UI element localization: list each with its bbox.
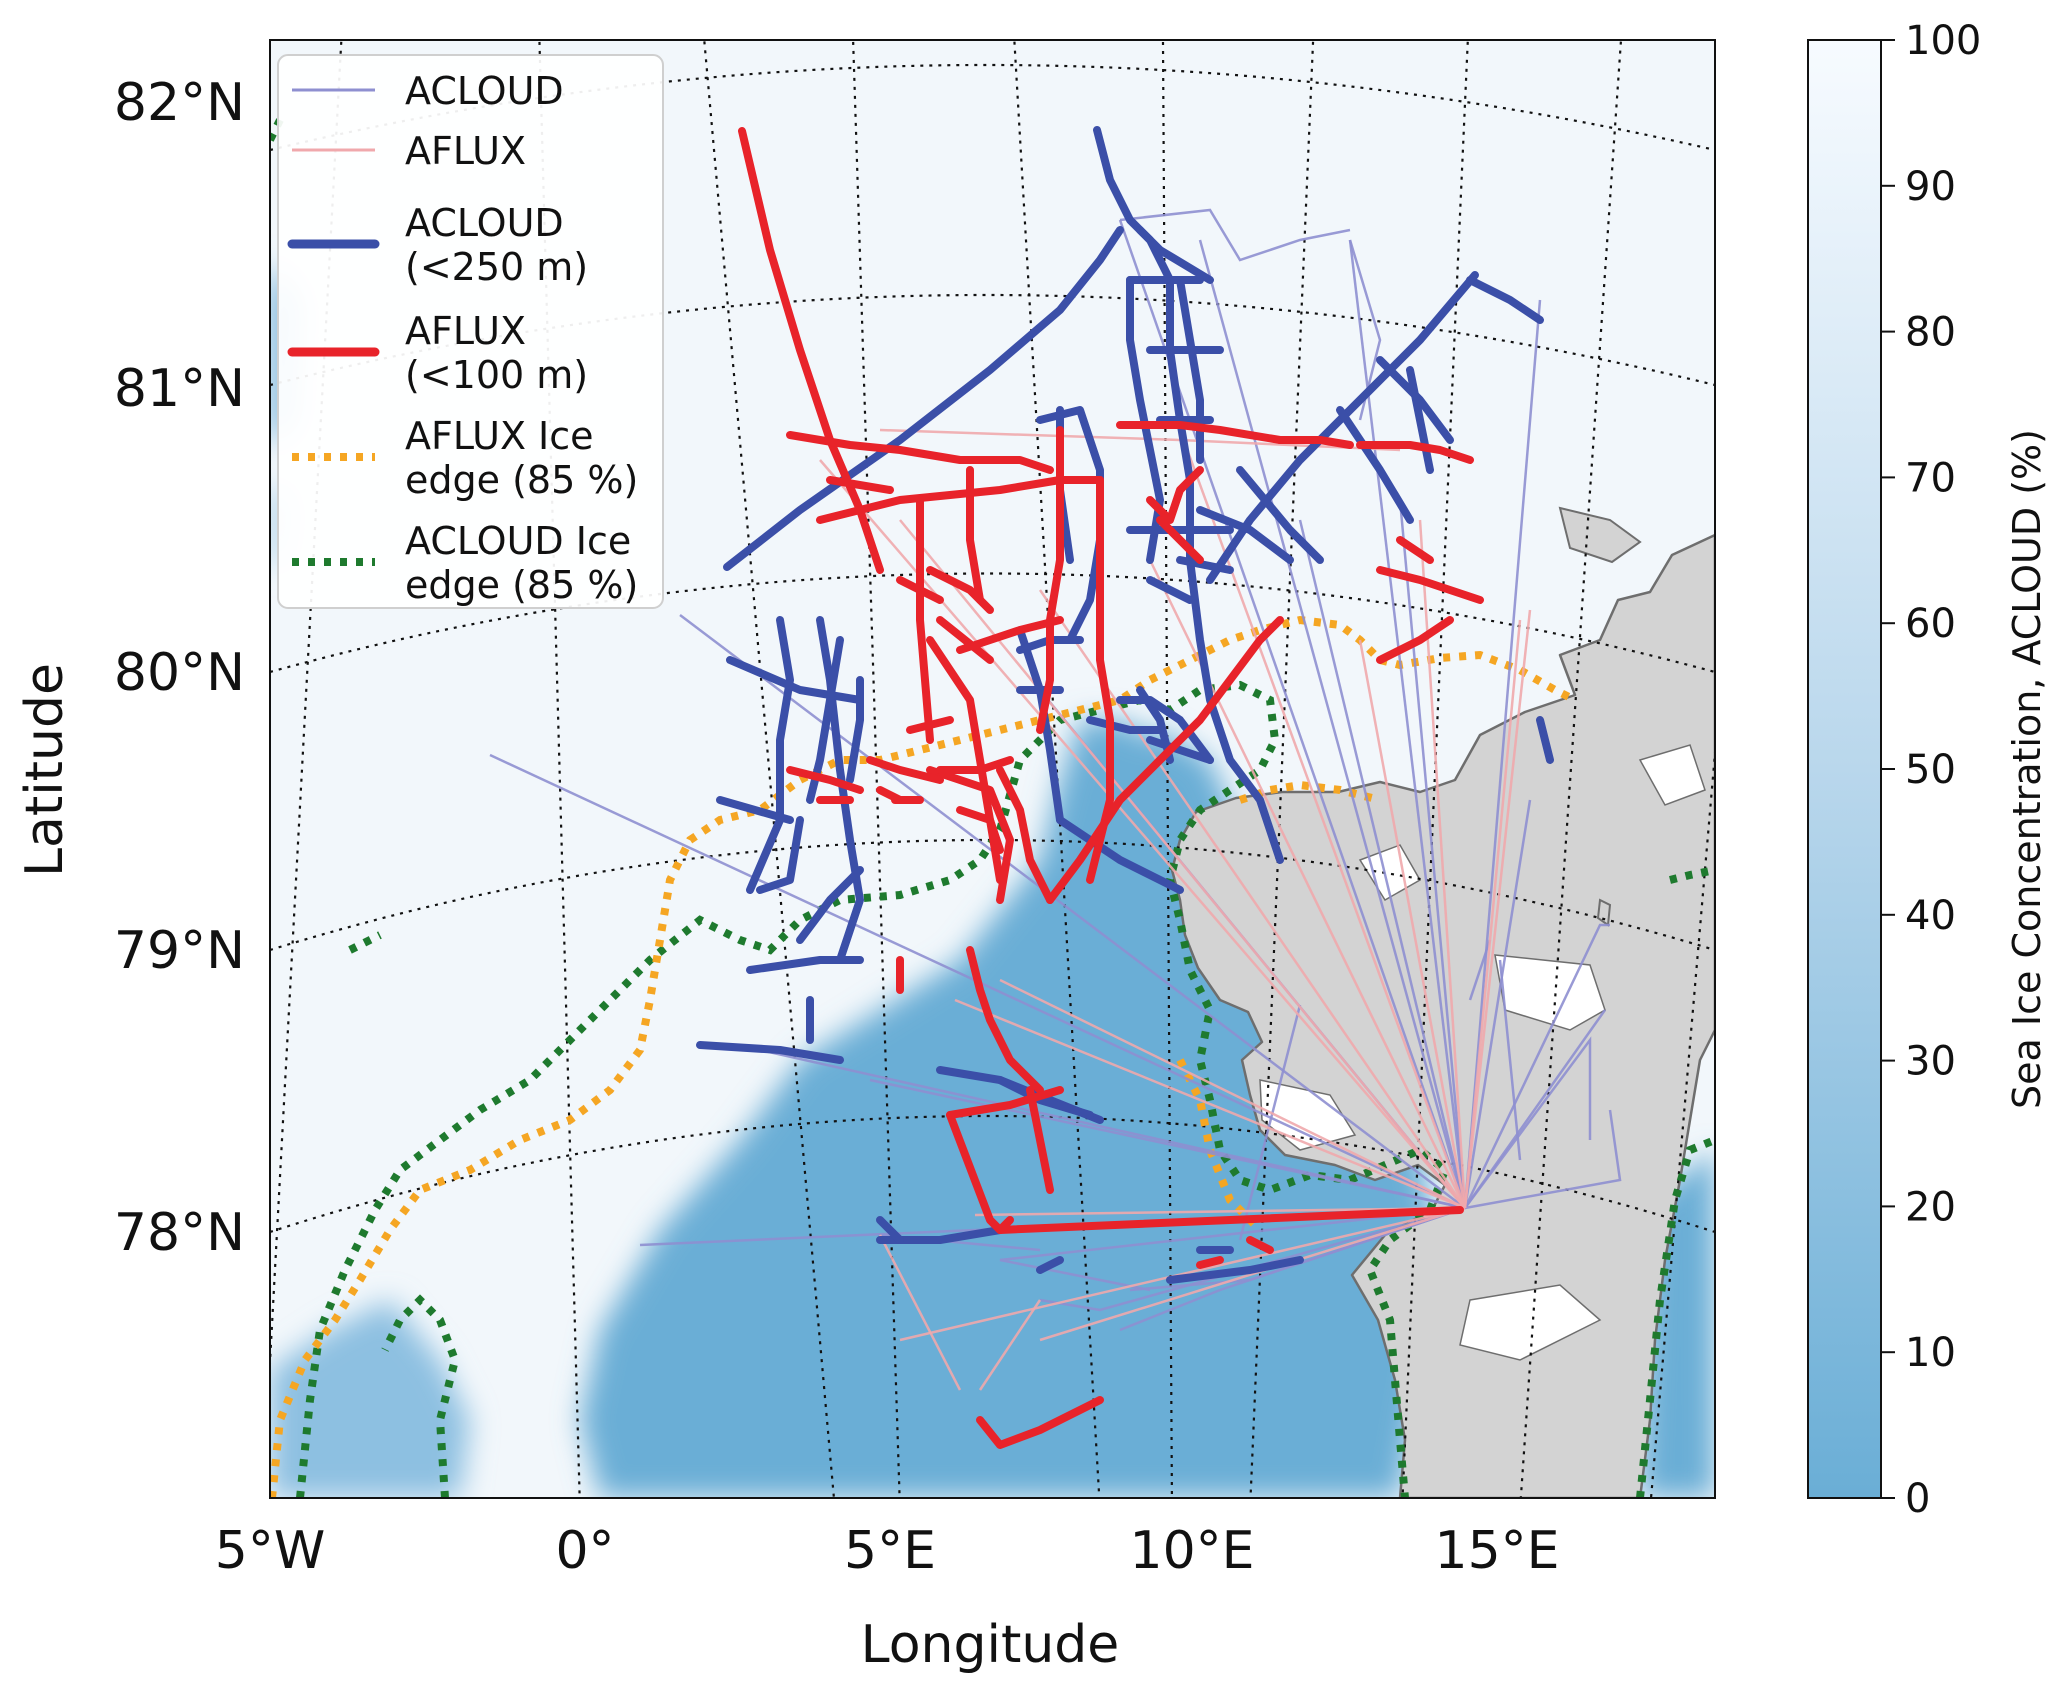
latitude-tick-labels: 82°N 81°N 80°N 79°N 78°N — [114, 73, 245, 1263]
x-axis-label: Longitude — [861, 1615, 1120, 1675]
colorbar-gradient — [1807, 39, 1882, 1499]
longitude-tick-labels: 5°W 0° 5°E 10°E 15°E — [215, 1521, 1560, 1581]
legend-label-acloud-low: ACLOUD — [405, 201, 564, 245]
legend-label-aflux-edge: AFLUX Ice — [405, 414, 594, 458]
legend-label-aflux-low: (<100 m) — [405, 353, 588, 397]
lat-tick-label: 80°N — [114, 643, 245, 703]
lon-tick-label: 15°E — [1434, 1521, 1559, 1581]
legend-label-acloud-edge: edge (85 %) — [405, 563, 638, 607]
colorbar-tick-label: 0 — [1905, 1476, 1930, 1522]
legend-box — [277, 54, 664, 609]
colorbar-tick-label: 40 — [1905, 893, 1956, 939]
colorbar: 0 10 20 30 40 50 60 70 80 90 100 Sea Ice Concentra… — [1807, 18, 2049, 1522]
colorbar-tick-label: 90 — [1905, 164, 1956, 210]
map-panel — [270, 40, 1715, 1498]
aflux-low-tracks — [738, 127, 1484, 1449]
colorbar-tick-label: 20 — [1905, 1184, 1956, 1230]
colorbar-tick-label: 10 — [1905, 1330, 1956, 1376]
lon-tick-label: 5°W — [215, 1521, 326, 1581]
colorbar-tick-label: 70 — [1905, 455, 1956, 501]
legend-label-aflux-edge: edge (85 %) — [405, 458, 638, 502]
legend-label-aflux-low: AFLUX — [405, 309, 526, 353]
lat-tick-label: 78°N — [114, 1203, 245, 1263]
legend-label-aflux-thin: AFLUX — [405, 129, 526, 173]
lat-tick-label: 81°N — [114, 359, 245, 419]
legend-label-acloud-thin: ACLOUD — [405, 69, 564, 113]
lat-tick-label: 79°N — [114, 921, 245, 981]
map-frame — [269, 39, 1716, 1499]
legend-label-acloud-edge: ACLOUD Ice — [405, 519, 631, 563]
colorbar-tick-label: 50 — [1905, 747, 1956, 793]
lon-tick-label: 10°E — [1129, 1521, 1254, 1581]
y-axis-label: Latitude — [15, 663, 75, 877]
colorbar-tick-label: 60 — [1905, 601, 1956, 647]
colorbar-tick-label: 100 — [1905, 18, 1981, 64]
lat-tick-label: 82°N — [114, 73, 245, 133]
colorbar-label: Sea Ice Concentration, ACLOUD (%) — [2005, 429, 2049, 1109]
legend-label-acloud-low: (<250 m) — [405, 245, 588, 289]
lon-tick-label: 5°E — [844, 1521, 936, 1581]
lon-tick-label: 0° — [555, 1521, 614, 1581]
colorbar-tick-label: 30 — [1905, 1039, 1956, 1085]
colorbar-tick-label: 80 — [1905, 310, 1956, 356]
